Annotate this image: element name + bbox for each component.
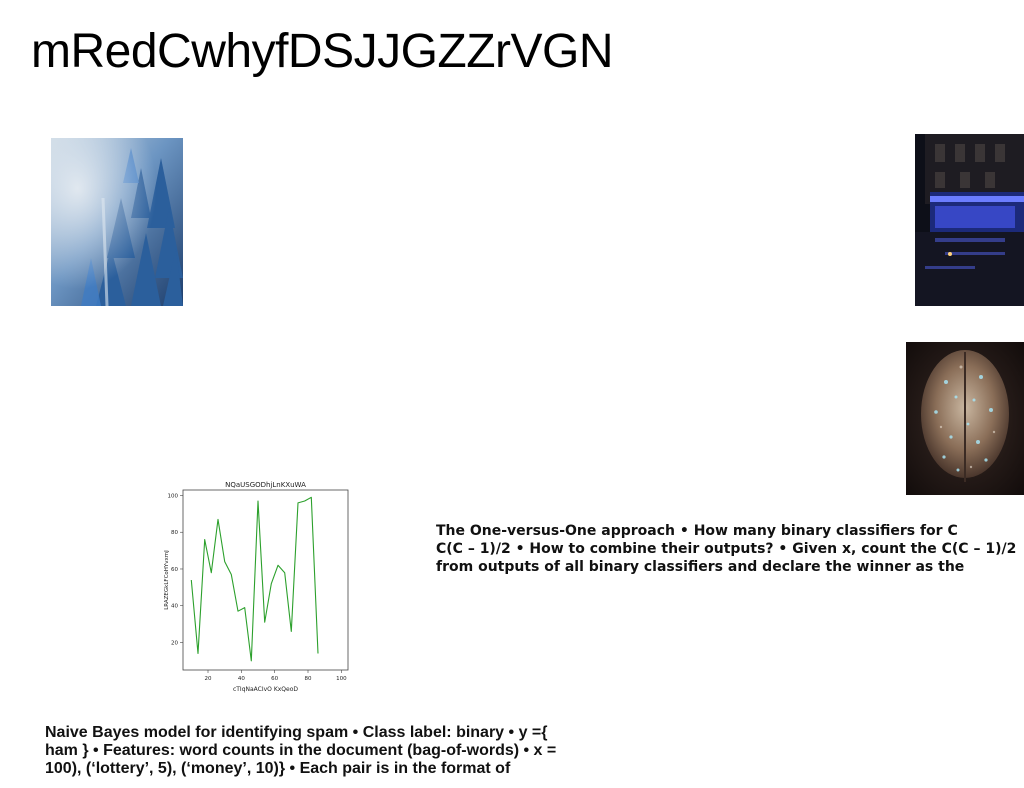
x-tick-label: 20 <box>205 676 212 682</box>
y-tick-label: 100 <box>168 494 179 500</box>
chart-ylabel: LRAZEGkLFCoHYvxmJ <box>164 550 170 610</box>
nb-line-2: ham } • Features: word counts in the doc… <box>45 742 557 759</box>
x-tick-label: 80 <box>305 676 312 682</box>
ovo-line-3: from outputs of all binary classifiers a… <box>436 559 965 575</box>
night-street-image <box>915 134 1024 306</box>
y-tick-label: 60 <box>171 567 178 573</box>
slide-title: mRedCwhyfDSJJGZZrVGN <box>31 25 614 78</box>
nb-line-1: Naive Bayes model for identifying spam •… <box>45 724 548 741</box>
ovo-line-1: The One-versus-One approach • How many b… <box>436 523 958 539</box>
y-tick-label: 40 <box>171 604 178 610</box>
naive-bayes-text: Naive Bayes model for identifying spam •… <box>45 724 685 778</box>
x-tick-label: 100 <box>336 676 347 682</box>
crystal-brain-image <box>906 342 1024 495</box>
ovo-line-2: C(C – 1)/2 • How to combine their output… <box>436 541 1017 557</box>
y-tick-label: 80 <box>171 530 178 536</box>
nb-line-3: 100), (‘lottery’, 5), (‘money’, 10)} • E… <box>45 760 511 777</box>
chart-ticks: 20 40 60 80 100 20 40 60 80 100 <box>168 494 348 682</box>
line-chart: NQaUSGODhjLnKXuWA cTIqNaACIvO KxQeoD LRA… <box>155 476 355 698</box>
misty-forest-image <box>51 138 183 306</box>
y-tick-label: 20 <box>171 640 178 646</box>
one-vs-one-text: The One-versus-One approach • How many b… <box>436 522 1024 576</box>
series-line <box>190 496 319 662</box>
chart-title: NQaUSGODhjLnKXuWA <box>225 481 306 489</box>
x-tick-label: 60 <box>271 676 278 682</box>
chart-xlabel: cTIqNaACIvO KxQeoD <box>233 686 298 693</box>
line-chart-svg: NQaUSGODhjLnKXuWA cTIqNaACIvO KxQeoD LRA… <box>164 481 349 693</box>
chart-frame <box>182 489 349 671</box>
x-tick-label: 40 <box>238 676 245 682</box>
